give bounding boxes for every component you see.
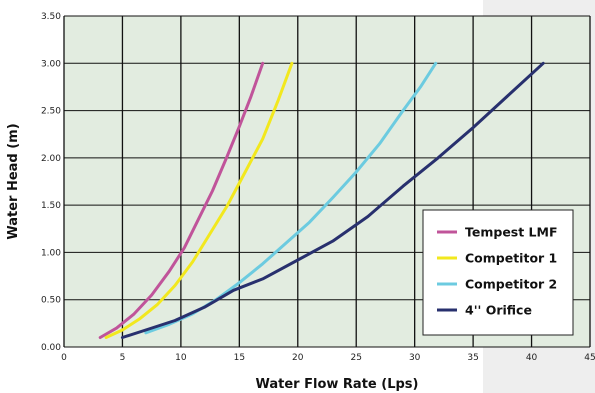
- x-tick-label: 5: [120, 353, 126, 363]
- legend: Tempest LMF Competitor 1 Competitor 2 4'' O…: [422, 209, 574, 336]
- y-tick-label: 2.00: [41, 154, 61, 164]
- y-tick-label: 1.50: [41, 201, 61, 211]
- series-lines: [98, 61, 545, 339]
- x-tick-label: 25: [350, 353, 361, 363]
- x-tick-label: 20: [292, 353, 304, 363]
- y-tick-label: 2.50: [41, 107, 61, 117]
- legend-label: Tempest LMF: [465, 225, 558, 240]
- y-tick-label: 3.50: [41, 12, 61, 22]
- x-tick-label: 40: [526, 353, 538, 363]
- axis-ticks: 0 5 10 15 20 25 30 35 40 45 0.00 0.50 1.00 1.50 2.00 2.…: [41, 12, 595, 363]
- legend-label: Competitor 2: [465, 277, 557, 292]
- y-tick-label: 0.50: [41, 296, 61, 306]
- y-tick-label: 3.00: [41, 59, 61, 69]
- x-tick-label: 45: [584, 353, 595, 363]
- legend-label: Competitor 1: [465, 251, 557, 266]
- series-line: [120, 61, 545, 339]
- x-tick-label: 30: [409, 353, 421, 363]
- y-tick-label: 0.00: [41, 343, 61, 353]
- y-axis-title: Water Head (m): [6, 123, 21, 239]
- legend-label: 4'' Orifice: [465, 303, 532, 318]
- series-line: [98, 61, 265, 339]
- x-tick-label: 15: [234, 353, 245, 363]
- x-tick-label: 10: [175, 353, 187, 363]
- legend-box: [422, 209, 574, 336]
- series-line: [104, 61, 294, 339]
- x-tick-label: 35: [467, 353, 478, 363]
- y-tick-label: 1.00: [41, 248, 61, 258]
- x-tick-label: 0: [61, 353, 67, 363]
- x-axis-title: Water Flow Rate (Lps): [256, 377, 419, 392]
